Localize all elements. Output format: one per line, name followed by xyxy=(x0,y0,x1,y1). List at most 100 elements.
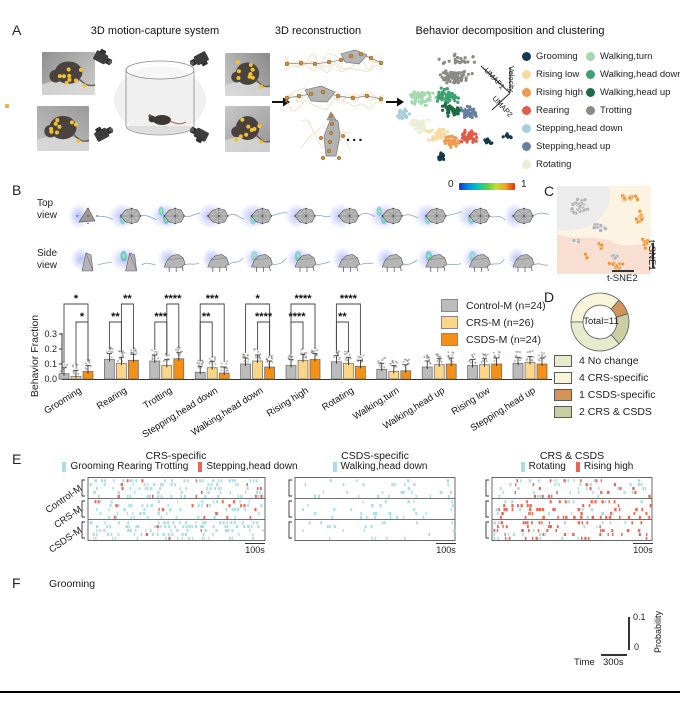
raster-csds-specific xyxy=(288,477,456,541)
raster-legend-label: Grooming Rearing Trotting xyxy=(70,461,189,472)
svg-text:Behavior Fraction: Behavior Fraction xyxy=(29,315,41,397)
legend-item: Grooming xyxy=(522,47,623,65)
donut-legend-swatch xyxy=(554,354,572,367)
svg-text:0.2: 0.2 xyxy=(44,344,57,354)
legend-item-label: Stepping,head up xyxy=(536,140,611,152)
probability-scalebar xyxy=(628,617,630,650)
raster-legend-crs-csds: Rotating Rising high xyxy=(488,461,656,472)
camera-view-photo xyxy=(37,106,89,151)
svg-text:***: *** xyxy=(154,311,168,323)
raster-crs-specific xyxy=(81,477,266,541)
tsne2-scalebar xyxy=(612,270,634,272)
donut-legend-item: 1 CSDS-specific xyxy=(554,386,655,403)
stray-keypoint-dot xyxy=(5,104,9,108)
tsne1-axis-label: t-SNE1 xyxy=(646,240,657,271)
legend-item: Walking,head down xyxy=(586,65,680,83)
donut-legend-swatch xyxy=(554,405,572,418)
svg-text:0.3: 0.3 xyxy=(44,329,57,339)
legend-item-label: Rearing xyxy=(536,104,570,116)
time-scalebar xyxy=(601,654,627,656)
group-legend-item: CRS-M (n=26) xyxy=(441,314,546,331)
panel-c-label: C xyxy=(544,183,555,199)
behavior-legend-col2: Walking,turn Walking,head down Walking,hea… xyxy=(586,47,680,119)
legend-dot-icon xyxy=(522,141,531,151)
ellipsis-text: ... xyxy=(346,128,365,145)
legend-item: Rising high xyxy=(522,83,623,101)
legend-item: Walking,head up xyxy=(586,83,680,101)
svg-text:****: **** xyxy=(294,293,312,305)
tsne2-axis-label: t-SNE2 xyxy=(607,273,638,284)
raster-crs-csds xyxy=(485,477,653,541)
behavior-legend-col1: Grooming Rising low Rising high Rearing Step… xyxy=(522,47,623,173)
legend-item-label: Rotating xyxy=(536,158,572,170)
panel-e-label: E xyxy=(12,451,22,467)
svg-text:****: **** xyxy=(288,311,306,323)
svg-text:**: ** xyxy=(123,293,132,305)
group-legend-label: CSDS-M (n=24) xyxy=(466,333,541,346)
svg-text:0.1: 0.1 xyxy=(44,359,57,369)
legend-item-label: Walking,turn xyxy=(600,50,653,62)
raster-timescale-bar xyxy=(436,543,456,545)
svg-text:Grooming: Grooming xyxy=(42,385,83,416)
raster-legend-swatch xyxy=(62,461,67,472)
raster-timescale-bar xyxy=(633,543,653,545)
reconstruction-skeletons xyxy=(284,49,384,161)
raster-title-crs-csds: CRS & CSDS xyxy=(539,450,605,462)
legend-item-label: Rising low xyxy=(536,68,580,80)
svg-text:Rotating: Rotating xyxy=(320,385,356,413)
panel-a-title-clustering: Behavior decomposition and clustering xyxy=(415,25,605,37)
posture-strip xyxy=(67,203,550,272)
legend-item-label: Walking,head down xyxy=(600,68,680,80)
legend-dot-icon xyxy=(522,105,531,115)
panel-f-label: F xyxy=(12,575,21,591)
colorbar-max: 1 xyxy=(521,179,527,190)
legend-item: Walking,turn xyxy=(586,47,680,65)
legend-dot-icon xyxy=(586,87,595,97)
donut-legend-item: 4 CRS-specific xyxy=(554,369,655,386)
legend-dot-icon xyxy=(522,123,531,133)
raster-legend-label: Stepping,head down xyxy=(206,461,298,472)
legend-dot-icon xyxy=(522,87,531,97)
probability-max-label: 0.1 xyxy=(633,612,646,622)
legend-dot-icon xyxy=(586,51,595,61)
panel-a-label: A xyxy=(12,22,22,38)
svg-text:*: * xyxy=(255,293,260,305)
legend-dot-icon xyxy=(522,51,531,61)
legend-item: Rotating xyxy=(522,155,623,173)
group-legend-label: CRS-M (n=26) xyxy=(466,316,534,329)
svg-text:**: ** xyxy=(338,311,347,323)
donut-legend-swatch xyxy=(554,371,572,384)
donut-legend-label: 4 CRS-specific xyxy=(579,371,649,384)
raster-timescale-label: 100s xyxy=(245,545,265,555)
tsne1-scalebar xyxy=(652,243,654,268)
camera-view-photo xyxy=(42,52,95,95)
legend-dot-icon xyxy=(522,159,531,169)
f-subplot-title: Grooming xyxy=(48,578,96,590)
svg-text:*: * xyxy=(80,311,85,323)
side-view-label: Side view xyxy=(37,248,58,271)
svg-text:**: ** xyxy=(111,311,120,323)
group-legend-swatch xyxy=(441,299,458,312)
time-axis-label: Time xyxy=(574,657,595,668)
donut-legend-label: 4 No change xyxy=(579,354,639,367)
camera-view-photo xyxy=(225,106,270,152)
group-legend: Control-M (n=24) CRS-M (n=26) CSDS-M (n=24… xyxy=(441,297,546,348)
raster-timescale-label: 100s xyxy=(436,545,456,555)
legend-item-label: Rising high xyxy=(536,86,583,98)
panel-a-title-capture: 3D motion-capture system xyxy=(90,25,220,37)
legend-item: Trotting xyxy=(586,101,680,119)
colorbar-min: 0 xyxy=(448,179,454,190)
svg-text:Stepping,head down: Stepping,head down xyxy=(140,385,219,440)
raster-timescale-label: 100s xyxy=(633,545,653,555)
donut-legend-label: 2 CRS & CSDS xyxy=(579,405,652,418)
arrow-right-icon xyxy=(386,97,404,107)
group-legend-swatch xyxy=(441,333,458,346)
donut-total-label: Total=11 xyxy=(583,316,619,327)
raster-legend-swatch xyxy=(575,461,580,472)
donut-legend: 4 No change 4 CRS-specific 1 CSDS-specific… xyxy=(554,352,655,420)
legend-dot-icon xyxy=(586,69,595,79)
svg-text:Rising high: Rising high xyxy=(265,385,311,419)
motion-capture-rig xyxy=(93,48,209,144)
probability-axis-label: Probability xyxy=(653,610,663,653)
